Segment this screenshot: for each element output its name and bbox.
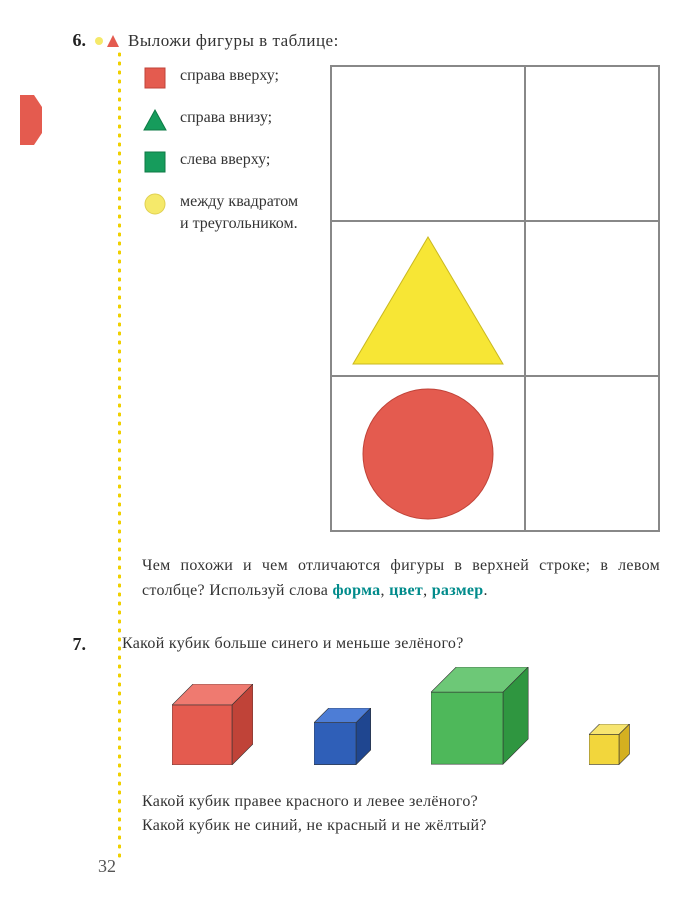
text: ,: [380, 582, 389, 599]
red-cube-icon: [172, 684, 253, 765]
exercise-6-header: 6. Выложи фигуры в таблице:: [50, 30, 660, 51]
text: ,: [423, 582, 432, 599]
green-cube-icon: [431, 667, 528, 764]
exercise-7-question-3: Какой кубик не синий, не красный и не жё…: [142, 814, 660, 839]
exercise-marker-icon: [94, 34, 120, 48]
table-cell: [331, 376, 525, 531]
text: .: [484, 582, 488, 599]
legend-item: справа внизу;: [142, 107, 310, 131]
green-square-icon: [142, 149, 168, 173]
exercise-6: 6. Выложи фигуры в таблице: справа вверх…: [50, 30, 660, 604]
exercise-6-question: Чем похожи и чем отличаются фигуры в вер…: [142, 554, 660, 604]
table-cell: [525, 221, 659, 376]
yellow-cube-icon: [589, 724, 630, 765]
legend-text: между квадратом и треугольником.: [180, 191, 310, 236]
exercise-6-title: Выложи фигуры в таблице:: [128, 31, 339, 51]
exercise-7-question-2: Какой кубик правее красного и левее зелё…: [142, 790, 660, 815]
blue-cube-icon: [314, 708, 371, 765]
exercise-number: 7.: [50, 634, 86, 655]
legend-text: слева вверху;: [180, 149, 310, 171]
highlight-word: цвет: [389, 582, 423, 599]
exercise-7-content: Какой кубик правее красного и левее зелё…: [142, 680, 660, 840]
table-cell: [331, 66, 525, 221]
cubes-row: [142, 680, 660, 770]
table-cell: [331, 221, 525, 376]
table-row: [331, 66, 659, 221]
exercise-number: 6.: [50, 30, 86, 51]
exercise-7-title: Какой кубик больше синего и меньше зелён…: [122, 635, 464, 653]
cube-red: [172, 684, 253, 770]
cube-yellow: [589, 724, 630, 770]
red-square-icon: [142, 65, 168, 89]
page-number: 32: [98, 856, 116, 877]
shapes-table: [330, 65, 660, 532]
red-circle-shape: [358, 384, 498, 524]
legend-item: слева вверху;: [142, 149, 310, 173]
table-row: [331, 221, 659, 376]
yellow-triangle-shape: [348, 229, 508, 369]
cube-green: [431, 667, 528, 769]
cube-blue: [314, 708, 371, 770]
highlight-word: форма: [332, 582, 380, 599]
table-cell: [525, 376, 659, 531]
legend-item: справа вверху;: [142, 65, 310, 89]
legend-list: справа вверху; справа внизу; слева вверх…: [142, 65, 310, 254]
highlight-word: размер: [432, 582, 484, 599]
yellow-circle-icon: [142, 191, 168, 215]
exercise-6-content: справа вверху; справа внизу; слева вверх…: [142, 65, 660, 604]
legend-text: справа внизу;: [180, 107, 310, 129]
legend-text: справа вверху;: [180, 65, 310, 87]
exercise-7: 7. Какой кубик больше синего и меньше зе…: [50, 634, 660, 840]
table-row: [331, 376, 659, 531]
green-triangle-icon: [142, 107, 168, 131]
exercise-7-header: 7. Какой кубик больше синего и меньше зе…: [50, 634, 660, 655]
table-cell: [525, 66, 659, 221]
legend-item: между квадратом и треугольником.: [142, 191, 310, 236]
page-edge-marker: [20, 95, 44, 145]
